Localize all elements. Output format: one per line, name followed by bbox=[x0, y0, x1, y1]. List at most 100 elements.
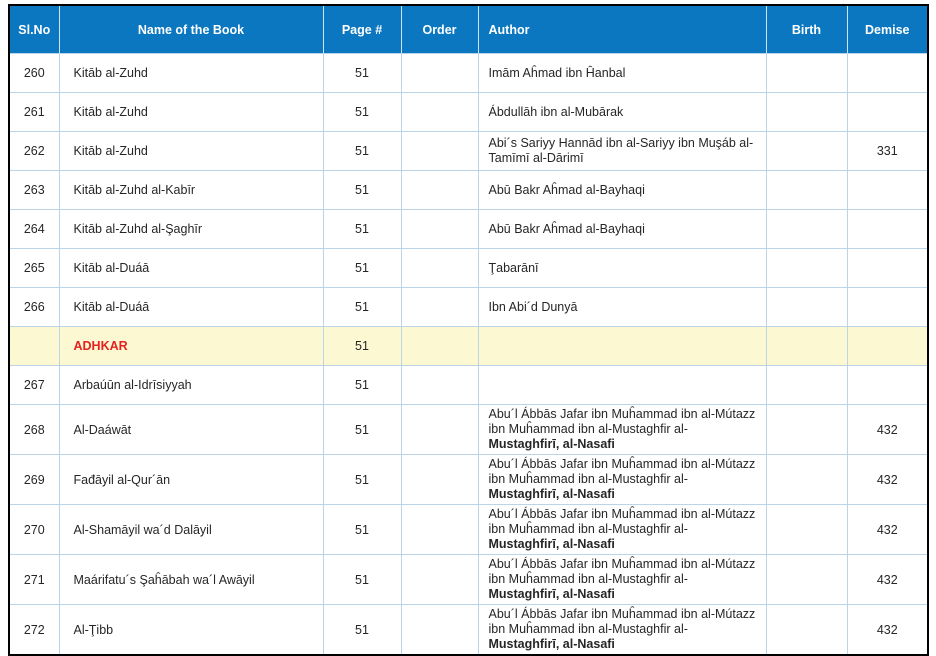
cell-page: 51 bbox=[322, 365, 402, 405]
cell-birth bbox=[765, 287, 848, 327]
header-row: Sl.No Name of the Book Page # Order Auth… bbox=[8, 4, 929, 54]
cell-birth bbox=[765, 92, 848, 132]
cell-order bbox=[400, 209, 479, 249]
author-text: Abū Bakr Aĥmad al-Bayhaqi bbox=[488, 221, 645, 236]
cell-author: Abu´l Ábbās Jafar ibn Muĥammad ibn al-Mú… bbox=[477, 454, 767, 505]
cell-slno bbox=[8, 326, 60, 366]
cell-birth bbox=[765, 365, 848, 405]
cell-slno: 269 bbox=[8, 454, 60, 505]
cell-order bbox=[400, 554, 479, 605]
cell-demise: 432 bbox=[846, 554, 929, 605]
cell-book-name: Al-Ţibb bbox=[58, 604, 324, 656]
cell-demise: 432 bbox=[846, 504, 929, 555]
cell-book-name: Kitāb al-Zuhd bbox=[58, 92, 324, 132]
cell-slno: 262 bbox=[8, 131, 60, 171]
cell-author bbox=[477, 326, 767, 366]
cell-author: Abu´l Ábbās Jafar ibn Muĥammad ibn al-Mú… bbox=[477, 504, 767, 555]
table-row: 266 Kitāb al-Duáā 51 Ibn Abi´d Dunyā bbox=[8, 287, 929, 327]
cell-slno: 272 bbox=[8, 604, 60, 656]
author-text: Abu´l Ábbās Jafar ibn Muĥammad ibn al-Mú… bbox=[488, 507, 756, 536]
cell-page: 51 bbox=[322, 504, 402, 555]
books-table: Sl.No Name of the Book Page # Order Auth… bbox=[8, 4, 929, 656]
cell-author: Abi´s Sariyy Hannād ibn al-Sariyy ibn Mu… bbox=[477, 131, 767, 171]
cell-demise bbox=[846, 53, 929, 93]
cell-demise bbox=[846, 365, 929, 405]
cell-author: Ţabarānī bbox=[477, 248, 767, 288]
table-row: 272 Al-Ţibb 51 Abu´l Ábbās Jafar ibn Muĥ… bbox=[8, 604, 929, 656]
author-text: Ibn Abi´d Dunyā bbox=[488, 299, 578, 314]
cell-page: 51 bbox=[322, 209, 402, 249]
cell-order bbox=[400, 454, 479, 505]
author-text: Abi´s Sariyy Hannād ibn al-Sariyy ibn Mu… bbox=[488, 136, 754, 165]
cell-author: Abu´l Ábbās Jafar ibn Muĥammad ibn al-Mú… bbox=[477, 554, 767, 605]
col-header-demise: Demise bbox=[846, 4, 929, 54]
cell-book-name: Kitāb al-Zuhd bbox=[58, 53, 324, 93]
cell-demise bbox=[846, 287, 929, 327]
cell-order bbox=[400, 53, 479, 93]
cell-book-name: Kitāb al-Zuhd al-Şaghīr bbox=[58, 209, 324, 249]
author-text: Ábdullāh ibn al-Mubārak bbox=[488, 104, 624, 119]
cell-demise: 432 bbox=[846, 604, 929, 656]
cell-demise bbox=[846, 248, 929, 288]
author-bold-text: Mustaghfirī, al-Nasafi bbox=[488, 437, 615, 451]
cell-birth bbox=[765, 554, 848, 605]
cell-demise bbox=[846, 92, 929, 132]
author-text: Abu´l Ábbās Jafar ibn Muĥammad ibn al-Mú… bbox=[488, 607, 756, 636]
cell-author: Abū Bakr Aĥmad al-Bayhaqi bbox=[477, 209, 767, 249]
cell-slno: 270 bbox=[8, 504, 60, 555]
cell-demise bbox=[846, 326, 929, 366]
cell-page: 51 bbox=[322, 454, 402, 505]
table-row: 261 Kitāb al-Zuhd 51 Ábdullāh ibn al-Mub… bbox=[8, 92, 929, 132]
author-text: Abu´l Ábbās Jafar ibn Muĥammad ibn al-Mú… bbox=[488, 557, 756, 586]
col-header-order: Order bbox=[400, 4, 479, 54]
author-text: Abu´l Ábbās Jafar ibn Muĥammad ibn al-Mú… bbox=[488, 457, 756, 486]
cell-slno: 265 bbox=[8, 248, 60, 288]
author-text: Abu´l Ábbās Jafar ibn Muĥammad ibn al-Mú… bbox=[488, 407, 756, 436]
cell-demise bbox=[846, 170, 929, 210]
table-row: 260 Kitāb al-Zuhd 51 Imām Aĥmad ibn Ĥanb… bbox=[8, 53, 929, 93]
cell-order bbox=[400, 92, 479, 132]
col-header-page: Page # bbox=[322, 4, 402, 54]
cell-order bbox=[400, 170, 479, 210]
author-text: Imām Aĥmad ibn Ĥanbal bbox=[488, 65, 626, 80]
table-row: 270 Al-Shamāyil wa´d Dalāyil 51 Abu´l Áb… bbox=[8, 504, 929, 555]
cell-order bbox=[400, 287, 479, 327]
cell-birth bbox=[765, 170, 848, 210]
cell-page: 51 bbox=[322, 248, 402, 288]
author-bold-text: Mustaghfirī, al-Nasafi bbox=[488, 537, 615, 551]
cell-demise: 432 bbox=[846, 404, 929, 455]
table-row: 268 Al-Daáwāt 51 Abu´l Ábbās Jafar ibn M… bbox=[8, 404, 929, 455]
cell-page: 51 bbox=[322, 404, 402, 455]
cell-demise bbox=[846, 209, 929, 249]
author-text: Abū Bakr Aĥmad al-Bayhaqi bbox=[488, 182, 645, 197]
cell-page: 51 bbox=[322, 326, 402, 366]
cell-book-name: Al-Daáwāt bbox=[58, 404, 324, 455]
cell-birth bbox=[765, 454, 848, 505]
author-bold-text: Mustaghfirī, al-Nasafi bbox=[488, 487, 615, 501]
cell-book-name: Kitāb al-Zuhd al-Kabīr bbox=[58, 170, 324, 210]
author-bold-text: Mustaghfirī, al-Nasafi bbox=[488, 637, 615, 651]
table-row: 265 Kitāb al-Duáā 51 Ţabarānī bbox=[8, 248, 929, 288]
cell-slno: 264 bbox=[8, 209, 60, 249]
books-table-container: Sl.No Name of the Book Page # Order Auth… bbox=[8, 4, 929, 656]
table-row: 269 Fađāyil al-Qur´ān 51 Abu´l Ábbās Jaf… bbox=[8, 454, 929, 505]
col-header-book-name: Name of the Book bbox=[58, 4, 324, 54]
cell-author: Imām Aĥmad ibn Ĥanbal bbox=[477, 53, 767, 93]
cell-page: 51 bbox=[322, 131, 402, 171]
cell-page: 51 bbox=[322, 170, 402, 210]
cell-birth bbox=[765, 53, 848, 93]
cell-order bbox=[400, 404, 479, 455]
cell-author bbox=[477, 365, 767, 405]
cell-page: 51 bbox=[322, 92, 402, 132]
cell-slno: 260 bbox=[8, 53, 60, 93]
cell-book-name: Al-Shamāyil wa´d Dalāyil bbox=[58, 504, 324, 555]
cell-author: Abū Bakr Aĥmad al-Bayhaqi bbox=[477, 170, 767, 210]
cell-slno: 267 bbox=[8, 365, 60, 405]
author-bold-text: Mustaghfirī, al-Nasafi bbox=[488, 587, 615, 601]
cell-slno: 263 bbox=[8, 170, 60, 210]
cell-order bbox=[400, 604, 479, 656]
cell-page: 51 bbox=[322, 287, 402, 327]
table-row: 271 Maárifatu´s Şaĥābah wa´l Awāyil 51 A… bbox=[8, 554, 929, 605]
cell-birth bbox=[765, 504, 848, 555]
cell-birth bbox=[765, 131, 848, 171]
